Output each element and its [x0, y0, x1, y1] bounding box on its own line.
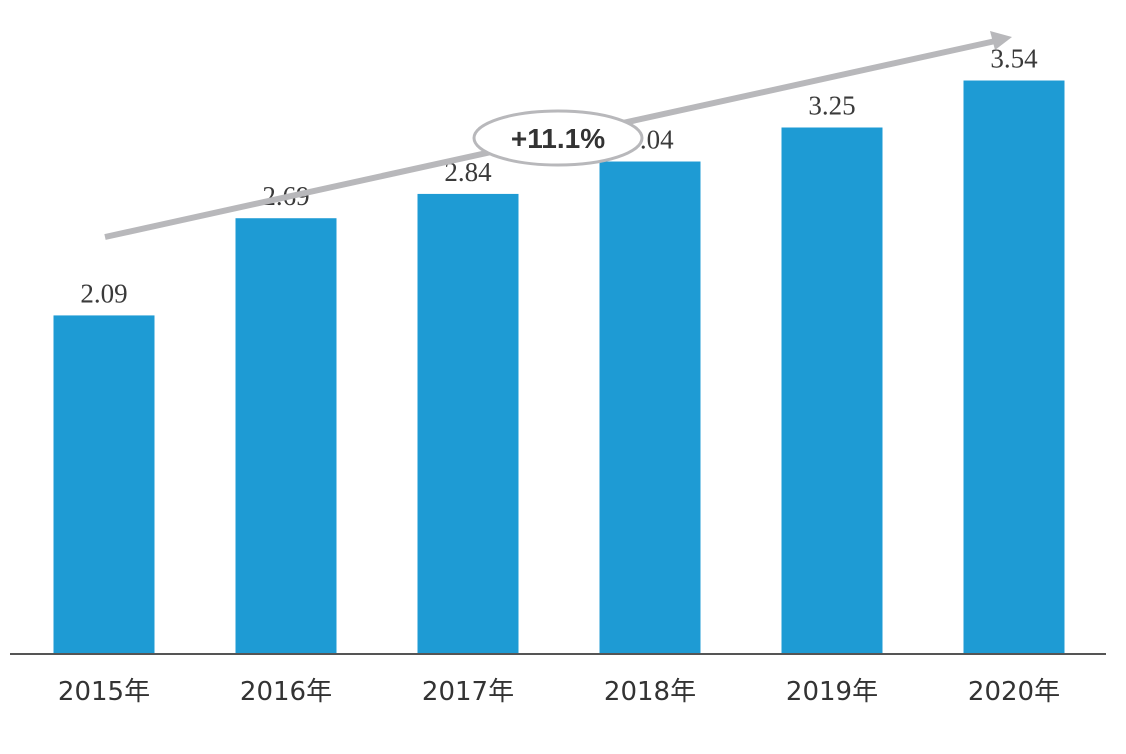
bar-value-label-4: 3.25: [808, 91, 855, 121]
bar-value-label-5: 3.54: [990, 44, 1038, 74]
bar-1: [235, 218, 337, 654]
bar-0: [53, 315, 155, 654]
bar-value-label-0: 2.09: [80, 278, 127, 308]
growth-badge-text: +11.1%: [511, 123, 605, 154]
bars-layer: [53, 80, 1065, 655]
bar-5: [963, 80, 1065, 654]
category-label-2: 2017年: [422, 677, 514, 707]
category-label-3: 2018年: [604, 677, 696, 707]
category-label-0: 2015年: [58, 677, 150, 707]
category-label-1: 2016年: [240, 677, 332, 707]
growth-badge: [472, 109, 644, 167]
trend-annotation: +11.1%: [104, 31, 1012, 240]
category-label-4: 2019年: [786, 677, 878, 707]
category-label-5: 2020年: [968, 677, 1060, 707]
trend-arrowhead: [990, 31, 1012, 50]
bar-3: [599, 161, 701, 654]
bar-4: [781, 127, 883, 654]
labels-layer: 2.092015年2.692016年2.842017年3.042018年3.25…: [58, 44, 1060, 707]
bar-2: [417, 193, 519, 655]
